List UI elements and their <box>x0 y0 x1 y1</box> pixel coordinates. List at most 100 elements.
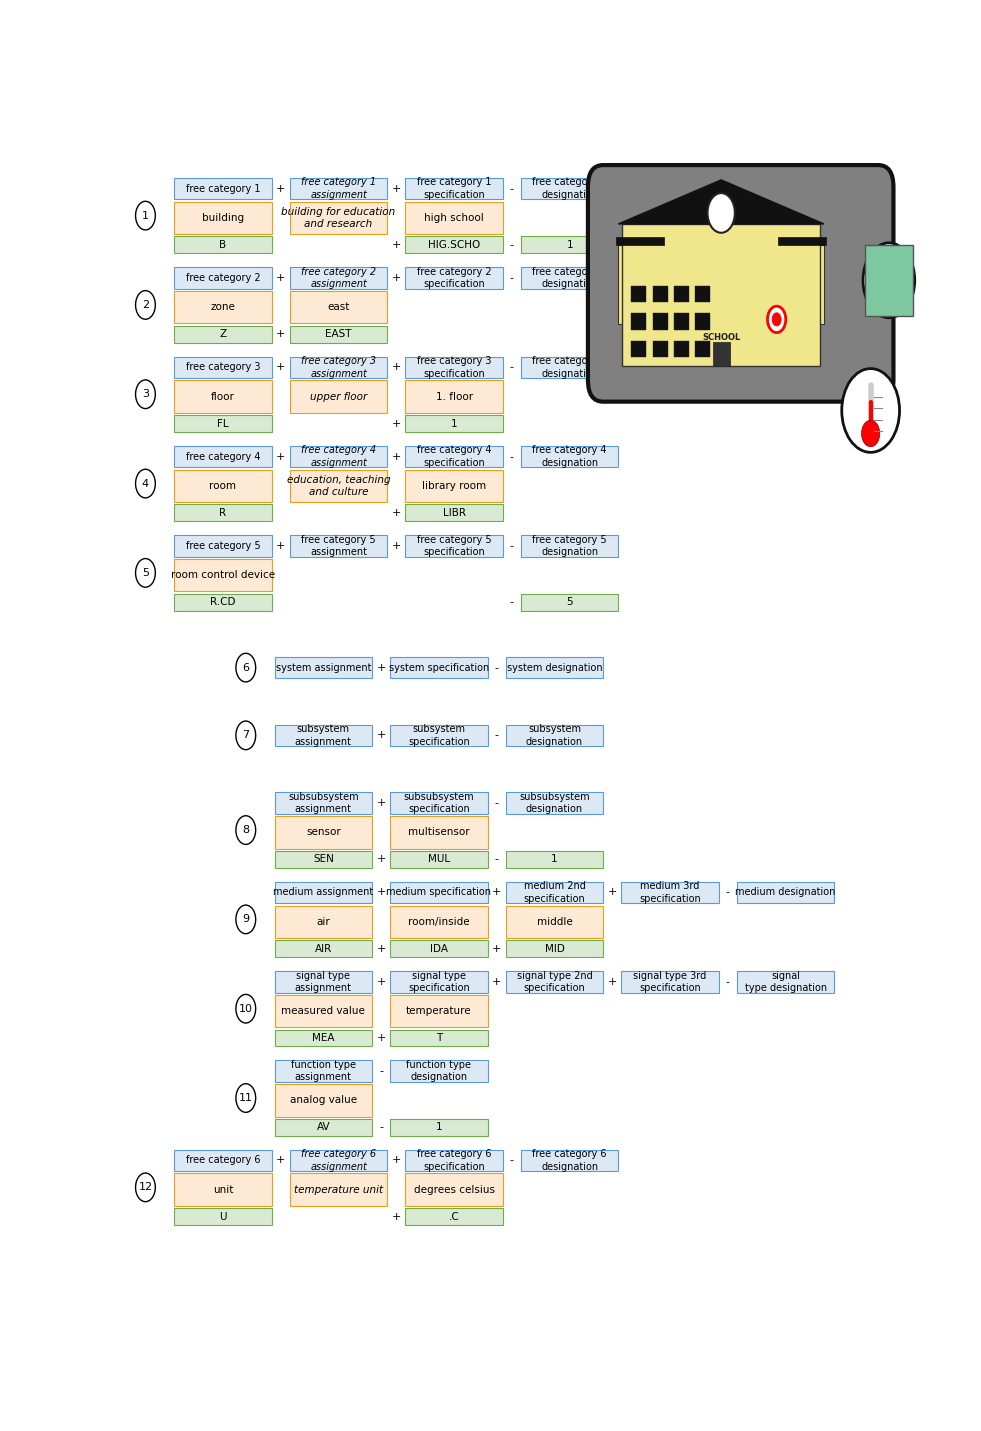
FancyBboxPatch shape <box>621 972 719 993</box>
Text: +: + <box>391 362 401 372</box>
FancyBboxPatch shape <box>506 972 603 993</box>
FancyBboxPatch shape <box>290 446 387 468</box>
Text: subsubsystem
assignment: subsubsystem assignment <box>288 791 359 814</box>
FancyBboxPatch shape <box>390 972 488 993</box>
Text: 12: 12 <box>138 1182 152 1192</box>
FancyBboxPatch shape <box>405 1208 503 1225</box>
Text: subsystem
specification: subsystem specification <box>408 724 470 747</box>
Circle shape <box>707 193 735 233</box>
Text: MUL: MUL <box>428 854 450 864</box>
Text: -: - <box>510 597 514 607</box>
FancyBboxPatch shape <box>521 356 618 378</box>
FancyBboxPatch shape <box>175 177 272 199</box>
Text: +: + <box>391 273 401 283</box>
Text: W: W <box>671 189 684 202</box>
Text: 1: 1 <box>436 1122 442 1132</box>
Bar <box>674 313 689 329</box>
Text: 1: 1 <box>551 854 558 864</box>
Text: zone: zone <box>211 302 235 312</box>
Bar <box>781 245 824 323</box>
Text: +: + <box>391 452 401 462</box>
Text: -: - <box>510 1155 514 1165</box>
Text: 1: 1 <box>142 210 149 220</box>
Text: 8: 8 <box>242 826 249 836</box>
Text: +: + <box>391 240 401 250</box>
Text: free category 6
assignment: free category 6 assignment <box>301 1149 376 1172</box>
Text: free category 4
designation: free category 4 designation <box>533 445 607 468</box>
Text: -: - <box>726 977 730 987</box>
FancyBboxPatch shape <box>275 995 372 1027</box>
Bar <box>778 236 826 245</box>
Text: library room: library room <box>422 481 487 491</box>
Text: SCHOOL: SCHOOL <box>702 333 741 342</box>
FancyBboxPatch shape <box>175 290 272 323</box>
Circle shape <box>135 1173 155 1202</box>
Text: free category 5: free category 5 <box>185 541 260 551</box>
Text: free category 1
assignment: free category 1 assignment <box>301 177 376 200</box>
Text: free category 1: free category 1 <box>185 183 260 193</box>
FancyBboxPatch shape <box>405 381 503 412</box>
Text: 5: 5 <box>566 597 573 607</box>
Bar <box>713 342 730 366</box>
Text: EAST: EAST <box>326 329 352 339</box>
FancyBboxPatch shape <box>290 381 387 412</box>
FancyBboxPatch shape <box>275 940 372 957</box>
FancyBboxPatch shape <box>290 535 387 557</box>
FancyBboxPatch shape <box>290 356 387 378</box>
Circle shape <box>842 369 900 452</box>
Text: -: - <box>510 541 514 551</box>
Text: free category 6
designation: free category 6 designation <box>533 1149 607 1172</box>
FancyBboxPatch shape <box>290 1149 387 1171</box>
FancyBboxPatch shape <box>390 881 488 903</box>
FancyBboxPatch shape <box>521 535 618 557</box>
Text: room: room <box>210 481 236 491</box>
Text: Z: Z <box>220 329 227 339</box>
FancyBboxPatch shape <box>737 972 834 993</box>
Bar <box>674 341 689 358</box>
FancyBboxPatch shape <box>737 881 834 903</box>
Bar <box>652 286 668 302</box>
Text: 7: 7 <box>242 730 249 740</box>
FancyBboxPatch shape <box>864 245 913 316</box>
FancyBboxPatch shape <box>521 594 618 611</box>
FancyBboxPatch shape <box>175 236 272 253</box>
FancyBboxPatch shape <box>175 381 272 412</box>
Text: MID: MID <box>544 943 564 953</box>
Text: +: + <box>391 418 401 428</box>
Text: room control device: room control device <box>171 570 275 580</box>
Text: -: - <box>379 1122 384 1132</box>
Text: -: - <box>510 240 514 250</box>
FancyBboxPatch shape <box>405 356 503 378</box>
FancyBboxPatch shape <box>275 881 372 903</box>
Text: floor: floor <box>211 392 234 402</box>
Text: +: + <box>492 977 501 987</box>
FancyBboxPatch shape <box>275 793 372 814</box>
Circle shape <box>135 290 155 319</box>
Text: medium specification: medium specification <box>387 887 491 897</box>
Text: free category 6: free category 6 <box>185 1155 260 1165</box>
Text: system designation: system designation <box>506 663 602 673</box>
FancyBboxPatch shape <box>405 1149 503 1171</box>
Bar <box>631 341 646 358</box>
Text: building: building <box>202 213 244 223</box>
FancyBboxPatch shape <box>175 1149 272 1171</box>
FancyBboxPatch shape <box>175 469 272 502</box>
Text: -: - <box>510 362 514 372</box>
FancyBboxPatch shape <box>405 469 503 502</box>
Text: E: E <box>740 189 748 202</box>
Text: +: + <box>607 977 617 987</box>
Text: high school: high school <box>424 213 484 223</box>
Text: 9: 9 <box>242 914 249 924</box>
Text: east: east <box>328 302 350 312</box>
Text: free category 5
designation: free category 5 designation <box>533 535 607 557</box>
FancyBboxPatch shape <box>390 995 488 1027</box>
Circle shape <box>235 721 256 750</box>
FancyBboxPatch shape <box>405 236 503 253</box>
FancyBboxPatch shape <box>506 724 603 746</box>
FancyBboxPatch shape <box>290 326 387 342</box>
Text: medium assignment: medium assignment <box>274 887 374 897</box>
FancyBboxPatch shape <box>506 657 603 678</box>
Text: upper floor: upper floor <box>310 392 367 402</box>
Text: free category 3
assignment: free category 3 assignment <box>301 356 376 379</box>
Text: subsubsystem
specification: subsubsystem specification <box>403 791 474 814</box>
